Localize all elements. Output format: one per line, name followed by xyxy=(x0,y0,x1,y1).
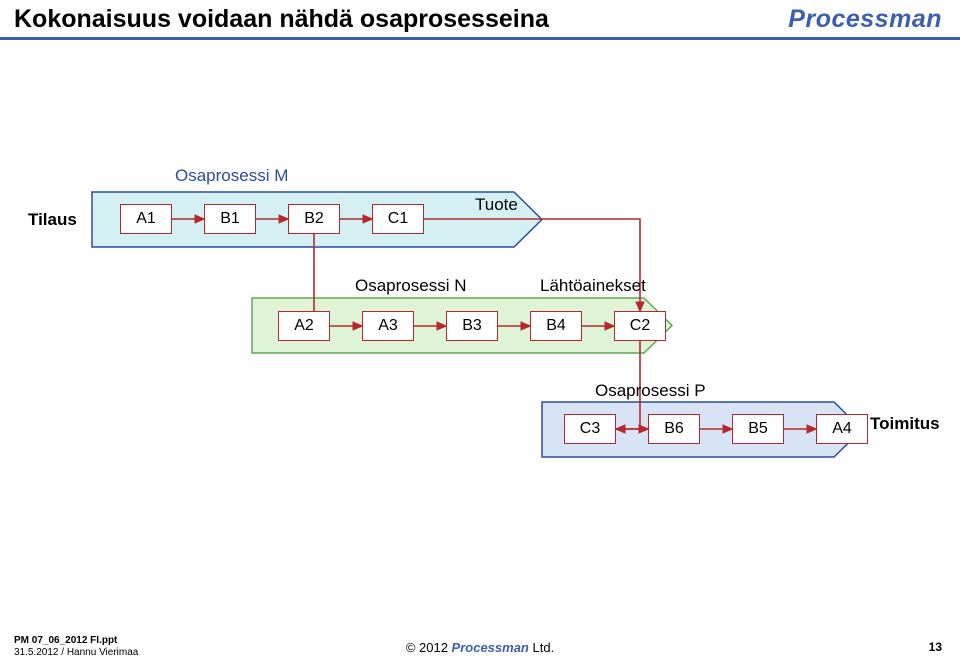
footer-left: PM 07_06_2012 FI.ppt 31.5.2012 / Hannu V… xyxy=(14,635,138,660)
diagram-canvas: Tilaus Tuote Osaprosessi M Osaprosessi N… xyxy=(0,0,960,664)
copyright-suffix: Ltd. xyxy=(529,640,554,655)
footer-copyright: © 2012 Processman Ltd. xyxy=(406,640,554,655)
label-tuote: Tuote xyxy=(475,195,518,215)
node-a4: A4 xyxy=(816,414,868,444)
copyright-brand: Processman xyxy=(452,640,529,655)
label-proc-p: Osaprosessi P xyxy=(595,381,706,401)
node-c3: C3 xyxy=(564,414,616,444)
footer-file: PM 07_06_2012 FI.ppt xyxy=(14,635,138,648)
label-toimitus: Toimitus xyxy=(870,414,940,434)
node-b6: B6 xyxy=(648,414,700,444)
node-c2: C2 xyxy=(614,311,666,341)
node-c1: C1 xyxy=(372,204,424,234)
node-b4: B4 xyxy=(530,311,582,341)
footer: PM 07_06_2012 FI.ppt 31.5.2012 / Hannu V… xyxy=(0,634,960,664)
node-b1: B1 xyxy=(204,204,256,234)
node-b5: B5 xyxy=(732,414,784,444)
label-proc-m: Osaprosessi M xyxy=(175,166,288,186)
node-b3: B3 xyxy=(446,311,498,341)
label-tilaus: Tilaus xyxy=(28,210,77,230)
copyright-prefix: © 2012 xyxy=(406,640,452,655)
node-a1: A1 xyxy=(120,204,172,234)
node-b2: B2 xyxy=(288,204,340,234)
label-lahto: Lähtöainekset xyxy=(540,276,646,296)
label-proc-n: Osaprosessi N xyxy=(355,276,466,296)
node-a2: A2 xyxy=(278,311,330,341)
node-a3: A3 xyxy=(362,311,414,341)
footer-date: 31.5.2012 / Hannu Vierimaa xyxy=(14,647,138,660)
page-number: 13 xyxy=(929,640,942,654)
